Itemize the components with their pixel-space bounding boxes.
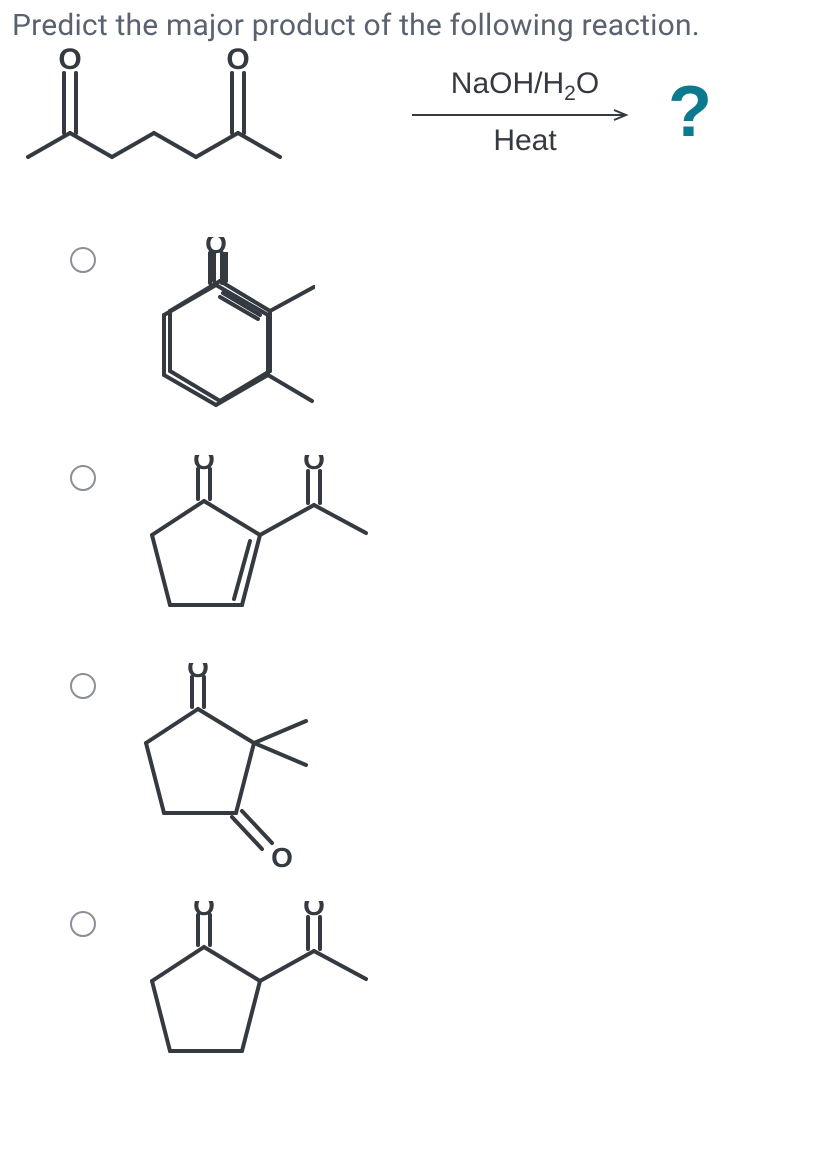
svg-text:O: O — [303, 901, 325, 921]
option-row: O O — [70, 901, 832, 1081]
svg-text:O: O — [58, 47, 81, 76]
option-radio[interactable] — [70, 247, 96, 273]
answer-options: O — [0, 197, 832, 1081]
option-structure-2: O O — [130, 455, 390, 635]
svg-text:O: O — [271, 842, 293, 873]
reaction-arrow — [410, 108, 640, 122]
reactant-structure: O O — [20, 47, 350, 177]
reagent-top: NaOH/H2O — [451, 67, 599, 105]
option-radio[interactable] — [70, 673, 96, 699]
reagent-bottom: Heat — [493, 124, 556, 157]
question-mark-icon: ? — [668, 76, 712, 148]
option-row: O O — [70, 455, 832, 635]
svg-text:O: O — [226, 47, 249, 76]
option-radio[interactable] — [70, 911, 96, 937]
svg-text:O: O — [303, 455, 325, 475]
option-structure-1: O — [130, 237, 330, 427]
svg-text:O: O — [193, 455, 215, 475]
option-radio[interactable] — [70, 465, 96, 491]
option-structure-3: O O — [130, 663, 350, 873]
reaction-scheme: O O NaOH/H2O Heat ? — [0, 47, 832, 197]
reaction-arrow-block: NaOH/H2O Heat — [410, 67, 640, 156]
option-row: O — [70, 237, 832, 427]
svg-text:O: O — [187, 663, 209, 683]
svg-text:O: O — [193, 901, 215, 921]
option-structure-4: O O — [130, 901, 390, 1081]
question-text: Predict the major product of the followi… — [0, 0, 832, 47]
svg-text:O: O — [205, 237, 227, 259]
option-row: O O — [70, 663, 832, 873]
